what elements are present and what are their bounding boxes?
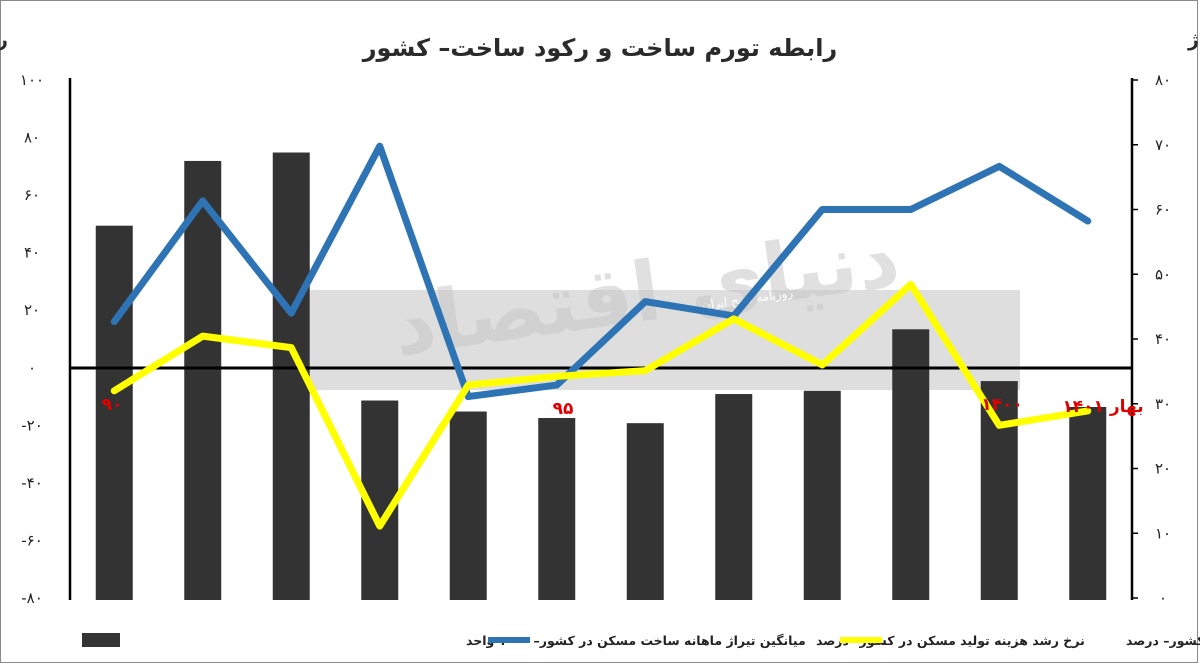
bar-5 xyxy=(538,417,576,600)
bar-7 xyxy=(715,394,753,600)
legend: میانگین تیراژ ماهانه ساخت مسکن در کشور– … xyxy=(82,633,1200,648)
bar-11 xyxy=(1069,406,1107,600)
bar-6 xyxy=(626,423,664,600)
legend-label-bars: میانگین تیراژ ماهانه ساخت مسکن در کشور– … xyxy=(466,633,806,648)
left-tick-label: ۰ xyxy=(28,359,36,377)
left-tick-label: ۲۰ xyxy=(24,301,40,319)
left-axis-title: رشد xyxy=(0,29,8,51)
year-annotation: ۱۴۰۰ xyxy=(981,395,1023,415)
line-cost-growth xyxy=(110,142,1092,401)
left-tick-label: -۲۰ xyxy=(21,416,43,434)
bar-4 xyxy=(449,411,487,600)
year-annotation: بهار ۱۴۰۱ xyxy=(1062,397,1143,417)
right-tick-label: ۵۰ xyxy=(1155,265,1171,283)
bar-9 xyxy=(892,329,930,600)
legend-label-cost: نرخ رشد هزینه تولید مسکن در کشور– درصد xyxy=(816,633,1085,648)
left-tick-label: -۸۰ xyxy=(21,589,43,607)
left-tick-label: ۱۰۰ xyxy=(20,71,44,89)
bar-1 xyxy=(184,160,222,600)
right-axis-ticks: ۰ ۱۰ ۲۰ ۳۰ ۴۰ ۵۰ ۶۰ ۷۰ ۸۰ xyxy=(1132,71,1171,607)
legend-label-construction: نرخ رشد ساخت و ساز در کشور– درصد xyxy=(1126,633,1200,648)
right-tick-label: ۱۰ xyxy=(1155,524,1171,542)
left-tick-label: -۴۰ xyxy=(21,474,43,492)
legend-swatch-bars xyxy=(82,633,120,647)
right-tick-label: ۶۰ xyxy=(1155,201,1171,219)
right-tick-label: ۲۰ xyxy=(1155,460,1171,478)
right-axis-title: تیراژ xyxy=(1187,29,1200,51)
year-annotation: ۹۰ xyxy=(102,395,123,415)
left-tick-label: ۴۰ xyxy=(24,244,40,262)
right-tick-label: ۸۰ xyxy=(1155,71,1171,89)
right-tick-label: ۷۰ xyxy=(1155,136,1171,154)
left-tick-label: ۶۰ xyxy=(24,186,40,204)
chart-title: رابطه تورم ساخت و رکود ساخت– کشور xyxy=(362,34,838,62)
right-tick-label: ۳۰ xyxy=(1155,395,1171,413)
line-series xyxy=(110,142,1092,530)
bar-10 xyxy=(980,381,1018,600)
line-construction-growth xyxy=(110,280,1092,530)
year-annotation: ۹۵ xyxy=(553,399,574,419)
right-tick-label: ۴۰ xyxy=(1155,330,1171,348)
left-tick-label: -۶۰ xyxy=(21,531,43,549)
category-annotations: ۹۰ ۹۵ ۱۴۰۰ بهار ۱۴۰۱ xyxy=(102,395,1144,419)
left-axis-ticks: -۸۰ -۶۰ -۴۰ -۲۰ ۰ ۲۰ ۴۰ ۶۰ ۸۰ ۱۰۰ xyxy=(20,71,44,607)
left-tick-label: ۸۰ xyxy=(24,129,40,147)
bar-series xyxy=(95,152,1107,600)
bar-8 xyxy=(803,390,841,600)
right-tick-label: ۰ xyxy=(1159,589,1167,607)
bar-0 xyxy=(95,225,133,600)
